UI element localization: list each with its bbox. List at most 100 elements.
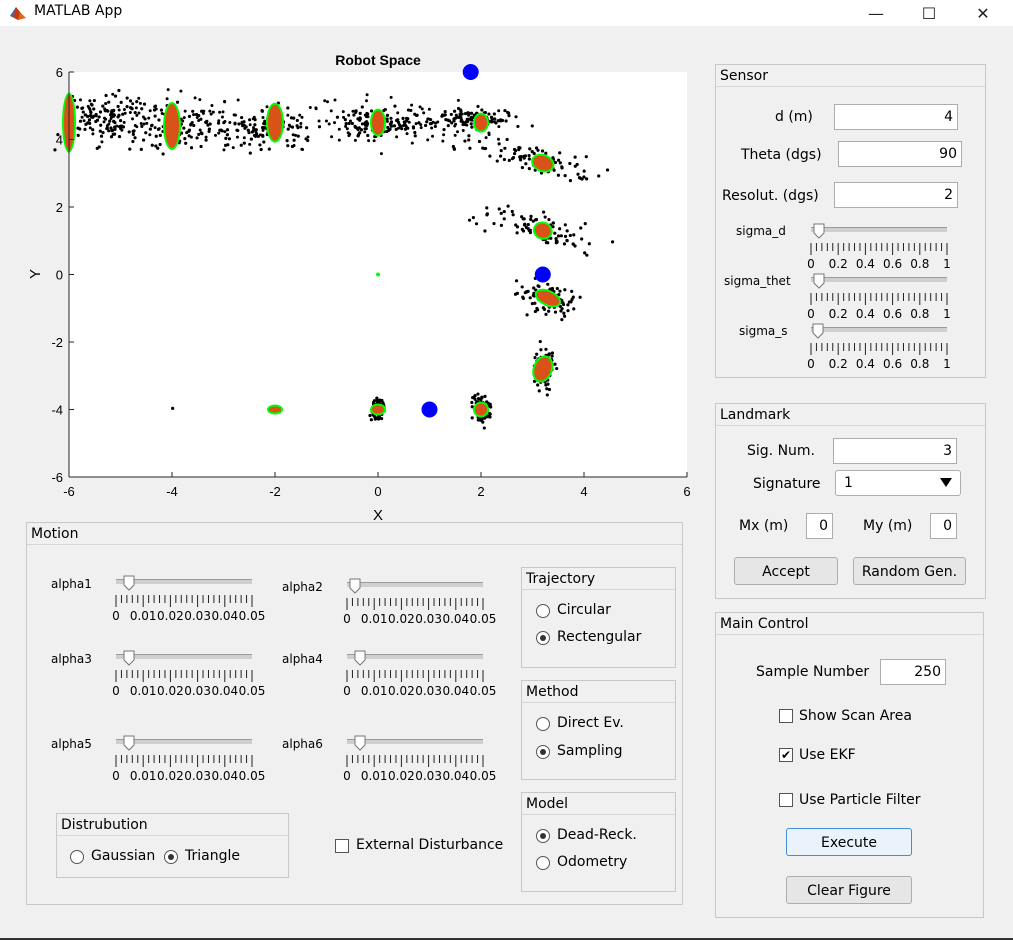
particle-point <box>207 127 211 131</box>
slider-thumb-icon[interactable] <box>354 735 366 751</box>
use-particle-filter-checkbox[interactable] <box>779 793 793 807</box>
particle-point <box>99 134 104 138</box>
slider-tick-label: 0 <box>112 769 120 783</box>
particle-point <box>253 123 257 127</box>
particle-point <box>134 106 138 110</box>
sigma-thet-slider-track-area[interactable] <box>811 273 947 291</box>
alpha3-slider-label: alpha3 <box>51 652 92 666</box>
particle-point <box>248 151 252 155</box>
odometry-radio[interactable] <box>536 856 550 870</box>
mx-field[interactable]: 0 <box>806 513 833 539</box>
particle-point <box>483 394 487 398</box>
alpha6-slider-track-area[interactable] <box>347 735 483 753</box>
execute-button[interactable]: Execute <box>786 828 912 856</box>
d-field[interactable]: 4 <box>834 104 958 130</box>
particle-point <box>327 122 331 126</box>
slider-thumb-icon[interactable] <box>813 223 825 239</box>
particle-point <box>505 137 509 142</box>
sigma-s-slider-track-area[interactable] <box>811 323 947 341</box>
particle-point <box>544 347 548 351</box>
gaussian-radio[interactable] <box>70 850 84 864</box>
alpha2-slider-track-area[interactable] <box>347 578 483 596</box>
particle-point <box>187 134 191 138</box>
circular-radio[interactable] <box>536 604 550 618</box>
direct-ev-radio[interactable] <box>536 717 550 731</box>
sampling-radio[interactable] <box>536 745 550 759</box>
particle-point <box>299 122 303 126</box>
random-gen-button[interactable]: Random Gen. <box>853 557 966 585</box>
particle-point <box>580 237 584 241</box>
particle-point <box>263 119 267 123</box>
particle-point <box>131 117 135 121</box>
particle-point <box>515 231 519 235</box>
dead-reck-radio[interactable] <box>536 829 550 843</box>
triangle-radio[interactable] <box>164 850 178 864</box>
particle-point <box>109 116 113 120</box>
particle-point <box>497 142 501 146</box>
sample-number-field[interactable]: 250 <box>880 659 946 685</box>
alpha4-slider-track-area[interactable] <box>347 650 483 668</box>
slider-thumb-icon[interactable] <box>813 273 825 289</box>
signature-dropdown[interactable]: 1 <box>835 470 961 496</box>
y-tick-label: -6 <box>51 470 63 485</box>
slider-tick-label: 1 <box>943 257 951 271</box>
particle-point <box>191 109 195 113</box>
sig-num-field[interactable]: 3 <box>833 438 957 464</box>
clear-figure-button[interactable]: Clear Figure <box>786 876 912 904</box>
slider-thumb-icon[interactable] <box>354 650 366 666</box>
accept-button[interactable]: Accept <box>734 557 838 585</box>
particle-point <box>459 109 463 113</box>
slider-tick-label: 0.8 <box>910 357 930 371</box>
particle-point <box>535 308 540 312</box>
particle-point <box>242 136 246 140</box>
particle-point <box>503 108 507 113</box>
particle-point <box>158 142 162 147</box>
particle-point <box>538 339 542 344</box>
particle-point <box>147 116 151 120</box>
slider-thumb-icon[interactable] <box>812 323 824 339</box>
particle-point <box>122 120 126 124</box>
particle-point <box>314 107 318 111</box>
particle-point <box>258 143 262 147</box>
particle-point <box>379 416 384 421</box>
theta-field[interactable]: 90 <box>838 141 962 167</box>
my-field[interactable]: 0 <box>930 513 957 539</box>
slider-thumb-icon[interactable] <box>123 735 135 751</box>
my-label: My (m) <box>863 518 913 534</box>
external-disturbance-checkbox[interactable] <box>335 839 349 853</box>
particle-point <box>573 155 577 159</box>
particle-point <box>395 135 399 139</box>
minimize-button[interactable]: — <box>853 0 899 26</box>
sigma-d-slider-track-area[interactable] <box>811 223 947 241</box>
resolution-field[interactable]: 2 <box>834 182 958 208</box>
particle-point <box>142 102 147 106</box>
alpha1-slider-track-area[interactable] <box>116 575 252 593</box>
rectengular-radio[interactable] <box>536 631 550 645</box>
slider-thumb-icon[interactable] <box>349 578 361 594</box>
particle-point <box>122 108 126 112</box>
alpha3-slider-track-area[interactable] <box>116 650 252 668</box>
alpha5-slider-track-area[interactable] <box>116 735 252 753</box>
slider-tick-label: 0.6 <box>883 307 903 321</box>
slider-thumb-icon[interactable] <box>123 650 135 666</box>
particle-point <box>443 113 447 117</box>
particle-point <box>187 128 192 132</box>
particle-point <box>103 107 107 111</box>
particle-point <box>183 137 187 141</box>
show-scan-area-checkbox[interactable] <box>779 709 793 723</box>
particle-point <box>520 285 524 289</box>
particle-point <box>385 119 389 123</box>
particle-point <box>187 114 192 118</box>
mx-label: Mx (m) <box>739 518 789 534</box>
maximize-button[interactable]: ☐ <box>906 0 952 26</box>
particle-point <box>199 131 203 135</box>
slider-tick-label: 0.4 <box>855 357 875 371</box>
slider-thumb-icon[interactable] <box>123 575 135 591</box>
use-ekf-checkbox[interactable]: ✔ <box>779 748 793 762</box>
robot-space-plot[interactable]: -6 -4 -2 0 2 4 6 6 4 2 0 -2 -4 -6 Robot Space X Y <box>0 40 700 525</box>
particle-point <box>128 106 133 110</box>
slider-tick-label: 1 <box>943 357 951 371</box>
particle-point <box>492 112 496 116</box>
slider-track <box>116 654 252 659</box>
close-button[interactable]: ✕ <box>960 0 1006 26</box>
